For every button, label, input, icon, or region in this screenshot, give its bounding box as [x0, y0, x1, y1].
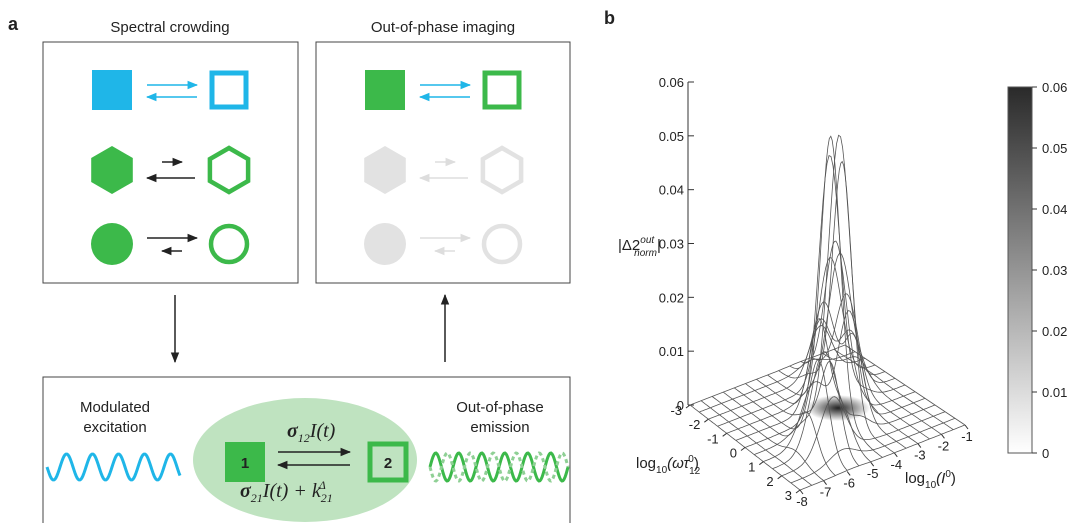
x-tick-label: 0: [730, 446, 737, 461]
panel-label: b: [604, 8, 615, 28]
colorbar-tick-label: 0.06: [1042, 80, 1067, 95]
label-part: (I: [936, 470, 945, 487]
label: Modulated: [80, 399, 150, 416]
x-tick: [723, 433, 727, 436]
surface-line: [756, 319, 870, 462]
y-tick-label: -5: [867, 466, 879, 481]
label-part: ): [951, 470, 956, 487]
label: Out-of-phase: [456, 399, 544, 416]
panel-label: a: [8, 14, 19, 34]
z-tick-label: 0.04: [659, 183, 684, 198]
label-part: log: [636, 455, 656, 472]
y-tick-label: -7: [820, 485, 832, 500]
x-tick: [704, 419, 708, 422]
y-tick-label: -6: [843, 475, 855, 490]
species: [364, 223, 406, 265]
z-tick-label: 0.01: [659, 344, 684, 359]
species: [484, 226, 520, 262]
x-tick-label: -2: [689, 417, 701, 432]
x-tick-label: 1: [748, 460, 755, 475]
x-tick: [741, 448, 745, 451]
x-tick-label: 2: [766, 474, 773, 489]
y-tick-label: -2: [938, 438, 950, 453]
surface-line: [736, 319, 895, 441]
box-title: Out-of-phase imaging: [371, 19, 515, 36]
eq-part: Δ: [318, 478, 326, 492]
species: [210, 148, 248, 192]
box-title: Spectral crowding: [110, 19, 229, 36]
surface-line: [734, 360, 847, 471]
surface-line: [823, 354, 942, 435]
eq-part: 21: [321, 491, 333, 505]
y-tick-label: -1: [961, 429, 973, 444]
x-tick-label: -1: [707, 431, 719, 446]
colorbar-tick-label: 0.01: [1042, 385, 1067, 400]
eq-part: I(t) + k: [262, 480, 322, 502]
colorbar-tick-label: 0.03: [1042, 263, 1067, 278]
y-tick-label: -4: [891, 457, 903, 472]
label-part: log: [905, 470, 925, 487]
state-label: 1: [241, 455, 249, 472]
label-part: out: [640, 235, 655, 246]
colorbar-tick-label: 0: [1042, 446, 1049, 461]
species: [91, 223, 133, 265]
y-tick-label: -3: [914, 448, 926, 463]
figure: a b Spectral crowding Out-of-phase imagi…: [0, 0, 1074, 523]
label-part: 10: [656, 465, 668, 476]
species: [364, 146, 406, 194]
label: emission: [470, 419, 529, 436]
label-part: 10: [925, 480, 937, 491]
species: [91, 146, 133, 194]
colorbar-tick-label: 0.02: [1042, 324, 1067, 339]
eq-part: 21: [251, 491, 263, 505]
wave: [47, 454, 180, 480]
z-tick-label: 0.03: [659, 237, 684, 252]
label-part: ): [694, 455, 699, 472]
colorbar: [1008, 87, 1032, 453]
x-axis-label: log10(ωτ120): [636, 454, 701, 477]
z-tick-label: 0.06: [659, 75, 684, 90]
x-tick: [796, 490, 800, 493]
label-part: (ωτ: [667, 455, 690, 472]
species: [92, 70, 132, 110]
species: [483, 148, 521, 192]
x-tick: [759, 462, 763, 465]
species: [211, 226, 247, 262]
y-axis-label: log10(I0): [905, 469, 956, 491]
colorbar-tick-label: 0.04: [1042, 202, 1067, 217]
state-label: 2: [384, 455, 392, 472]
equation: σ12I(t): [287, 420, 336, 445]
species: [365, 70, 405, 110]
label-part: norm: [634, 248, 657, 259]
x-tick-label: -3: [670, 403, 682, 418]
eq-part: I(t): [309, 420, 336, 442]
x-tick: [778, 476, 782, 479]
z-tick-label: 0.02: [659, 290, 684, 305]
eq-part: 12: [298, 431, 310, 445]
colorbar-tick-label: 0.05: [1042, 141, 1067, 156]
species: [485, 73, 519, 107]
label: excitation: [83, 419, 146, 436]
x-tick-label: 3: [785, 488, 792, 503]
species: [212, 73, 246, 107]
z-tick-label: 0.05: [659, 129, 684, 144]
y-tick-label: -8: [796, 494, 808, 509]
